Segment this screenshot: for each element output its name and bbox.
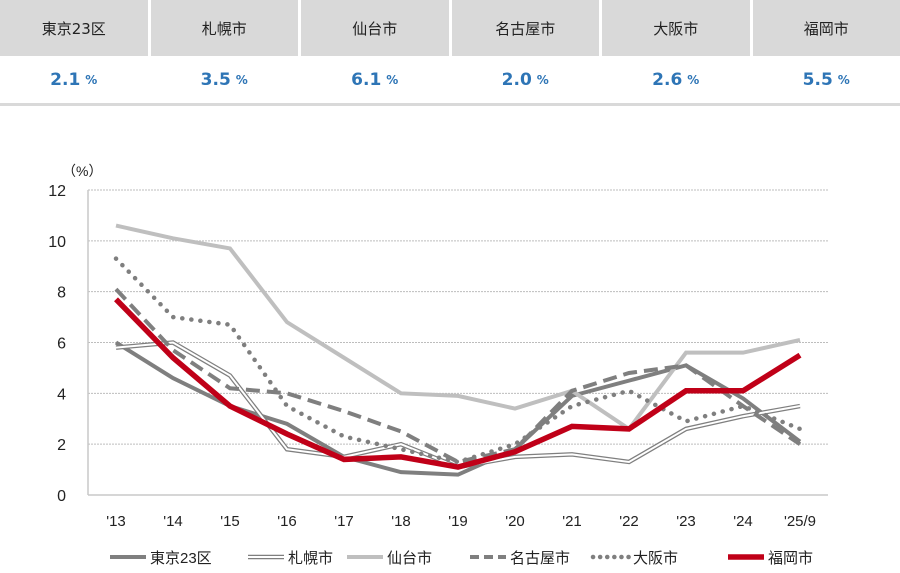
summary-value: 2.1% [0,56,148,103]
summary-value-number: 2.1 [50,69,81,90]
series-line [115,341,801,469]
summary-cell: 福岡市 5.5% [752,0,900,103]
legend-item: 札幌市 [248,550,333,567]
summary-value: 2.0% [451,56,599,103]
x-tick-label: '22 [619,513,639,530]
summary-value: 5.5% [752,56,900,103]
series-line [114,340,802,477]
series-4 [114,287,802,465]
legend-label: 福岡市 [768,550,813,567]
y-axis-label: （%） [62,163,102,179]
summary-city: 東京23区 [0,0,148,56]
x-tick-label: '13 [106,513,126,530]
series-line [114,297,802,470]
series-5 [113,256,803,465]
legend-label: 東京23区 [150,550,212,567]
summary-city: 札幌市 [150,0,298,56]
summary-value-unit: % [235,72,248,87]
summary-value-unit: % [837,72,850,87]
summary-cell: 大阪市 2.6% [602,0,750,103]
legend-item: 福岡市 [728,550,813,567]
series-line [113,256,803,465]
legend-label: 札幌市 [288,550,333,567]
summary-value-unit: % [536,72,549,87]
series-line [115,223,801,432]
summary-value-unit: % [687,72,700,87]
x-tick-label: '14 [163,513,183,530]
series-3 [115,223,801,432]
legend-item: 大阪市 [590,550,678,567]
x-tick-label: '25/9 [784,513,816,530]
summary-value: 3.5% [150,56,298,103]
summary-cell: 東京23区 2.1% [0,0,148,103]
series-line [115,340,801,470]
summary-value-number: 3.5 [200,69,231,90]
series-6 [114,297,802,470]
legend-item: 名古屋市 [470,550,570,567]
x-tick-label: '24 [733,513,753,530]
x-tick-label: '18 [391,513,411,530]
summary-value-unit: % [85,72,98,87]
summary-table: 東京23区 2.1% 札幌市 3.5% 仙台市 6.1% 名古屋市 2.0% 大… [0,0,900,106]
legend-label: 名古屋市 [510,550,570,567]
legend-item: 東京23区 [110,550,212,567]
summary-value: 2.6% [602,56,750,103]
y-tick-label: 6 [57,336,66,353]
x-tick-label: '19 [448,513,468,530]
y-tick-label: 0 [57,488,66,505]
y-tick-label: 2 [57,437,66,454]
summary-value-number: 2.6 [652,69,683,90]
summary-cell: 名古屋市 2.0% [451,0,599,103]
x-tick-label: '17 [334,513,354,530]
summary-city: 福岡市 [752,0,900,56]
summary-cell: 札幌市 3.5% [150,0,298,103]
y-tick-label: 8 [57,285,66,302]
summary-value-number: 5.5 [802,69,833,90]
summary-value-unit: % [386,72,399,87]
summary-city: 仙台市 [301,0,449,56]
y-tick-label: 10 [48,234,66,251]
series-1 [114,340,802,477]
y-tick-label: 12 [48,183,66,200]
summary-value-number: 6.1 [351,69,382,90]
summary-value: 6.1% [301,56,449,103]
summary-cell: 仙台市 6.1% [301,0,449,103]
line-chart: （%） 0 2 4 6 8 10 12 '13 '14 '15 '16 '17 '18 '19 '20 '2… [48,163,828,567]
series-line [114,287,802,465]
series-2 [115,340,801,470]
x-tick-label: '23 [676,513,696,530]
x-tick-label: '20 [505,513,525,530]
summary-value-number: 2.0 [501,69,532,90]
x-tick-label: '15 [220,513,240,530]
legend-label: 仙台市 [387,550,432,567]
y-tick-label: 4 [57,386,66,403]
legend-label: 大阪市 [633,550,678,567]
x-tick-label: '21 [562,513,582,530]
summary-city: 大阪市 [602,0,750,56]
summary-city: 名古屋市 [451,0,599,56]
legend-item: 仙台市 [347,550,432,567]
x-tick-label: '16 [277,513,297,530]
